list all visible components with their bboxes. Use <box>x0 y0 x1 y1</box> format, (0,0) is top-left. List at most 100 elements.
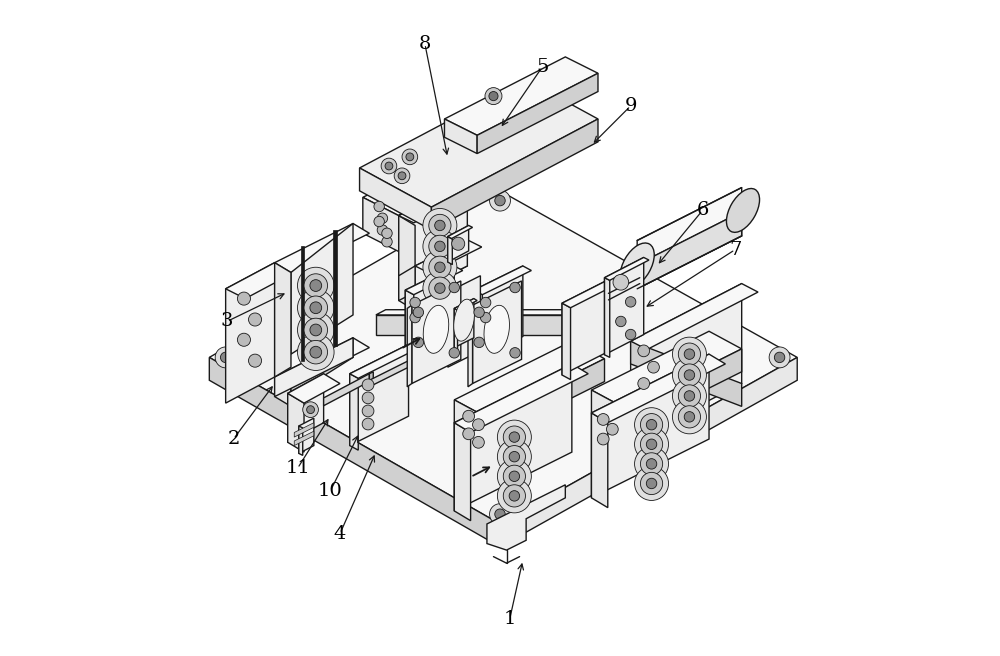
Circle shape <box>449 348 460 358</box>
Circle shape <box>413 337 424 348</box>
Polygon shape <box>226 262 294 298</box>
Polygon shape <box>591 413 608 508</box>
Circle shape <box>310 302 322 314</box>
Circle shape <box>510 348 520 358</box>
Circle shape <box>640 453 663 475</box>
Text: 6: 6 <box>696 201 709 219</box>
Polygon shape <box>324 374 369 405</box>
Polygon shape <box>399 181 467 300</box>
Circle shape <box>377 213 388 224</box>
Ellipse shape <box>423 305 449 354</box>
Circle shape <box>449 282 460 293</box>
Circle shape <box>310 346 322 358</box>
Circle shape <box>646 459 657 469</box>
Circle shape <box>635 407 669 441</box>
Circle shape <box>304 274 328 297</box>
Circle shape <box>497 440 531 474</box>
Ellipse shape <box>620 243 654 287</box>
Circle shape <box>463 428 475 440</box>
Circle shape <box>402 149 418 165</box>
Circle shape <box>480 312 491 323</box>
Polygon shape <box>605 257 649 280</box>
Polygon shape <box>333 230 337 346</box>
Circle shape <box>381 158 397 174</box>
Circle shape <box>495 195 505 206</box>
Polygon shape <box>369 361 409 387</box>
Text: 5: 5 <box>536 58 549 75</box>
Polygon shape <box>591 331 742 407</box>
Ellipse shape <box>454 299 474 341</box>
Polygon shape <box>431 119 598 230</box>
Polygon shape <box>412 281 461 384</box>
Circle shape <box>635 466 669 501</box>
Text: 4: 4 <box>334 525 346 543</box>
Polygon shape <box>454 308 458 350</box>
Circle shape <box>362 392 374 404</box>
Polygon shape <box>605 277 610 358</box>
Circle shape <box>684 391 695 401</box>
Circle shape <box>304 318 328 342</box>
Text: 1: 1 <box>504 609 516 628</box>
Circle shape <box>769 347 790 368</box>
Circle shape <box>220 352 231 363</box>
Circle shape <box>423 209 457 243</box>
Circle shape <box>385 162 393 170</box>
Polygon shape <box>448 276 480 367</box>
Polygon shape <box>454 422 471 521</box>
Circle shape <box>429 236 451 257</box>
Circle shape <box>463 410 475 422</box>
Polygon shape <box>454 364 588 432</box>
Circle shape <box>237 333 250 346</box>
Polygon shape <box>399 145 467 234</box>
Circle shape <box>310 324 322 336</box>
Circle shape <box>684 349 695 359</box>
Polygon shape <box>631 341 742 406</box>
Circle shape <box>638 378 650 390</box>
Circle shape <box>640 433 663 455</box>
Circle shape <box>503 485 525 507</box>
Polygon shape <box>474 266 531 295</box>
Polygon shape <box>405 290 414 365</box>
Polygon shape <box>473 281 522 384</box>
Polygon shape <box>275 338 369 387</box>
Circle shape <box>497 459 531 493</box>
Polygon shape <box>591 354 709 498</box>
Polygon shape <box>415 240 467 292</box>
Circle shape <box>497 420 531 454</box>
Circle shape <box>429 256 451 278</box>
Polygon shape <box>363 145 503 216</box>
Circle shape <box>597 433 609 445</box>
Polygon shape <box>477 73 598 154</box>
Circle shape <box>435 262 445 272</box>
Polygon shape <box>405 266 454 361</box>
Polygon shape <box>637 212 742 289</box>
Polygon shape <box>487 485 565 550</box>
Circle shape <box>429 277 451 299</box>
Polygon shape <box>591 390 624 430</box>
Polygon shape <box>399 216 415 310</box>
Circle shape <box>435 241 445 251</box>
Polygon shape <box>454 400 487 440</box>
Circle shape <box>423 271 457 305</box>
Circle shape <box>406 153 414 161</box>
Polygon shape <box>562 303 571 380</box>
Polygon shape <box>288 374 324 442</box>
Polygon shape <box>360 80 598 207</box>
Circle shape <box>307 405 314 413</box>
Circle shape <box>310 279 322 291</box>
Circle shape <box>597 413 609 425</box>
Polygon shape <box>399 181 482 223</box>
Polygon shape <box>454 298 474 348</box>
Polygon shape <box>363 197 399 251</box>
Polygon shape <box>591 354 725 422</box>
Circle shape <box>490 190 510 211</box>
Circle shape <box>480 297 491 308</box>
Circle shape <box>410 312 420 323</box>
Polygon shape <box>291 338 353 397</box>
Circle shape <box>394 168 410 184</box>
Polygon shape <box>562 281 606 375</box>
Polygon shape <box>631 283 758 350</box>
Polygon shape <box>474 290 482 365</box>
Circle shape <box>485 88 502 104</box>
Circle shape <box>625 329 636 340</box>
